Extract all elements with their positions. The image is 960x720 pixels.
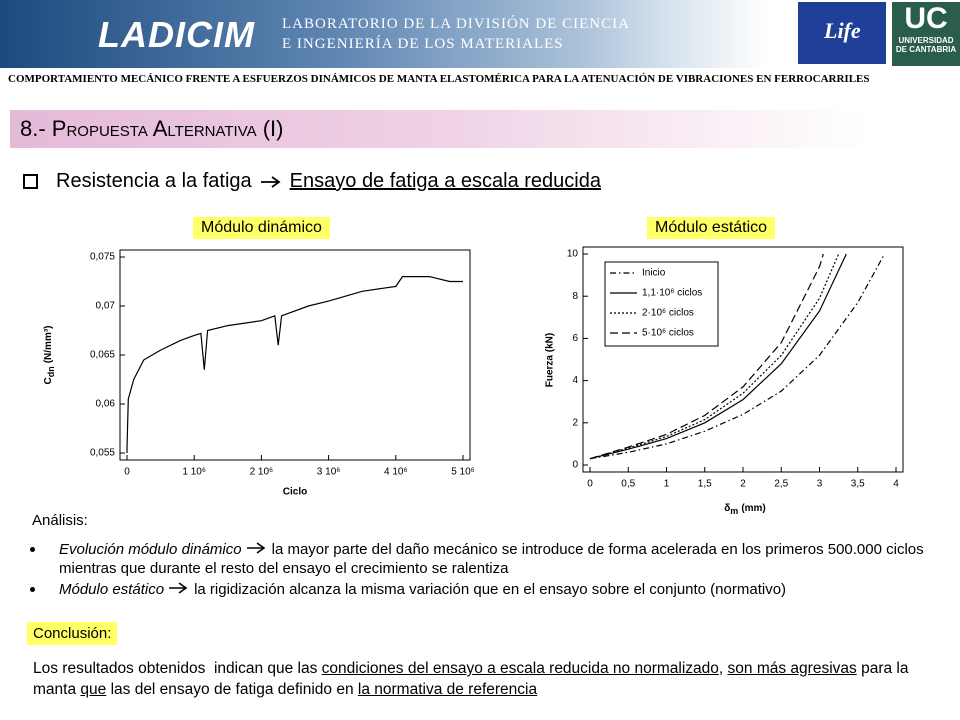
conclusion-segment: Los resultados obtenidos indican que las (33, 660, 322, 677)
axis-label-unit: (N/mm³) (43, 325, 54, 363)
arrow (246, 542, 265, 554)
axis-label-symbol: C (43, 377, 54, 384)
arrow (169, 582, 188, 594)
y-tick-label: 0,06 (96, 399, 116, 410)
item-text: la mayor parte del daño mecánico se intr… (59, 541, 924, 577)
legend-box (604, 261, 719, 347)
y-tick-label: 0,075 (90, 252, 115, 263)
x-tick-label: 3 10⁶ (317, 467, 341, 478)
x-tick-label: 0 (587, 479, 593, 490)
uc-line: DE CANTABRIA (895, 45, 957, 54)
x-tick-label: 1,5 (698, 479, 712, 490)
y-tick-label: 2 (572, 417, 578, 428)
conclusion-segment: la normativa de referencia (357, 681, 538, 698)
title-bar (10, 110, 870, 148)
y-tick-label: 4 (572, 375, 578, 386)
y-tick-label: 0 (572, 460, 578, 471)
conclusion-segment: condiciones del ensayo a escala reducida… (321, 660, 719, 677)
chart-label: Módulo estático (647, 217, 776, 239)
conclusion-segment: para la manta (33, 660, 913, 698)
bullet: Resistencia a la fatiga Ensayo de fatiga… (22, 170, 601, 193)
item-text: la rigidización alcanza la misma variaci… (194, 581, 787, 598)
bullet-box (23, 173, 38, 189)
item-lead: Evolución módulo dinámico (59, 541, 242, 558)
axis-label-subscript: m (730, 506, 738, 516)
uc-text: UC (904, 2, 948, 35)
lab-line: E INGENIERÍA DE LOS MATERIALES (282, 36, 564, 52)
uc-logo: UC UNIVERSIDAD DE CANTABRIA (892, 2, 960, 66)
bullet-link: Ensayo de fatiga a escala reducida (289, 170, 601, 192)
x-tick-label: 4 10⁶ (384, 467, 408, 478)
analysis-list: Evolución módulo dinámico la mayor parte … (30, 540, 958, 601)
item-lead: Módulo estático (59, 581, 165, 598)
axis-label: δm (mm) (724, 503, 766, 517)
lab-line: LABORATORIO DE LA DIVISIÓN DE CIENCIA (282, 16, 630, 32)
legend-entry: 1,1·10⁶ ciclos (642, 288, 702, 299)
axis-label: Cdn (N/mm³) (43, 325, 57, 384)
conclusion-text: Los resultados obtenidos indican que las… (33, 658, 948, 700)
conclusion-segment: son más agresivas (727, 660, 857, 677)
axis-label-unit: (mm) (741, 503, 765, 514)
x-tick-label: 2 (740, 479, 746, 490)
plot-frame (119, 249, 471, 461)
legend-entry: Inicio (642, 268, 666, 279)
analysis-item: Evolución módulo dinámico la mayor parte … (30, 540, 958, 578)
analysis-label: Análisis: (32, 512, 88, 529)
legend-entry: 5·10⁶ ciclos (642, 328, 694, 339)
subtitle: COMPORTAMIENTO MECÁNICO FRENTE A ESFUERZ… (8, 73, 870, 85)
y-tick-label: 0,065 (90, 350, 115, 361)
conclusion-segment: , (718, 660, 728, 677)
line-series (126, 276, 463, 453)
y-tick-label: 8 (572, 291, 578, 302)
x-tick-label: 2 10⁶ (250, 467, 274, 478)
x-tick-label: 2,5 (774, 479, 788, 490)
x-tick-label: 0,5 (621, 479, 635, 490)
axis-label-subscript: dn (46, 366, 56, 377)
x-tick-label: 1 10⁶ (182, 467, 206, 478)
y-tick-label: 0,07 (96, 301, 116, 312)
logo: LADICIM (98, 14, 255, 55)
x-tick-label: 1 (664, 479, 670, 490)
uc-line: UNIVERSIDAD (898, 36, 954, 45)
life-text: Life (824, 18, 861, 43)
axis-label: Fuerza (kN) (545, 333, 556, 387)
bullet-dot (30, 547, 35, 552)
x-tick-label: 0 (124, 467, 130, 478)
life-logo: Life (798, 2, 886, 64)
arrow (260, 175, 281, 188)
y-tick-label: 6 (572, 333, 578, 344)
conclusion-label: Conclusión: (27, 622, 118, 645)
line-series (589, 253, 886, 460)
conclusion-segment: las del ensayo de fatiga definido en (106, 681, 358, 698)
x-tick-label: 3 (817, 479, 823, 490)
x-tick-label: 3,5 (851, 479, 865, 490)
line-series (589, 253, 824, 460)
x-tick-label: 4 (893, 479, 899, 490)
x-tick-label: 5 10⁶ (451, 467, 475, 478)
bullet-text: Resistencia a la fatiga (56, 170, 252, 192)
bullet-dot (30, 587, 35, 592)
legend-entry: 2·10⁶ ciclos (642, 308, 694, 319)
axis-label-symbol: δ (724, 503, 730, 514)
conclusion-segment: que (80, 681, 107, 698)
analysis-item: Módulo estático la rigidización alcanza l… (30, 580, 958, 599)
title: 8.- Propuesta Alternativa (I) (20, 116, 284, 141)
chart-label: Módulo dinámico (193, 217, 330, 239)
y-tick-label: 0,055 (90, 448, 115, 459)
y-tick-label: 10 (567, 249, 579, 260)
line-series (589, 253, 847, 460)
line-series (589, 253, 840, 460)
axis-label: Ciclo (283, 487, 307, 498)
